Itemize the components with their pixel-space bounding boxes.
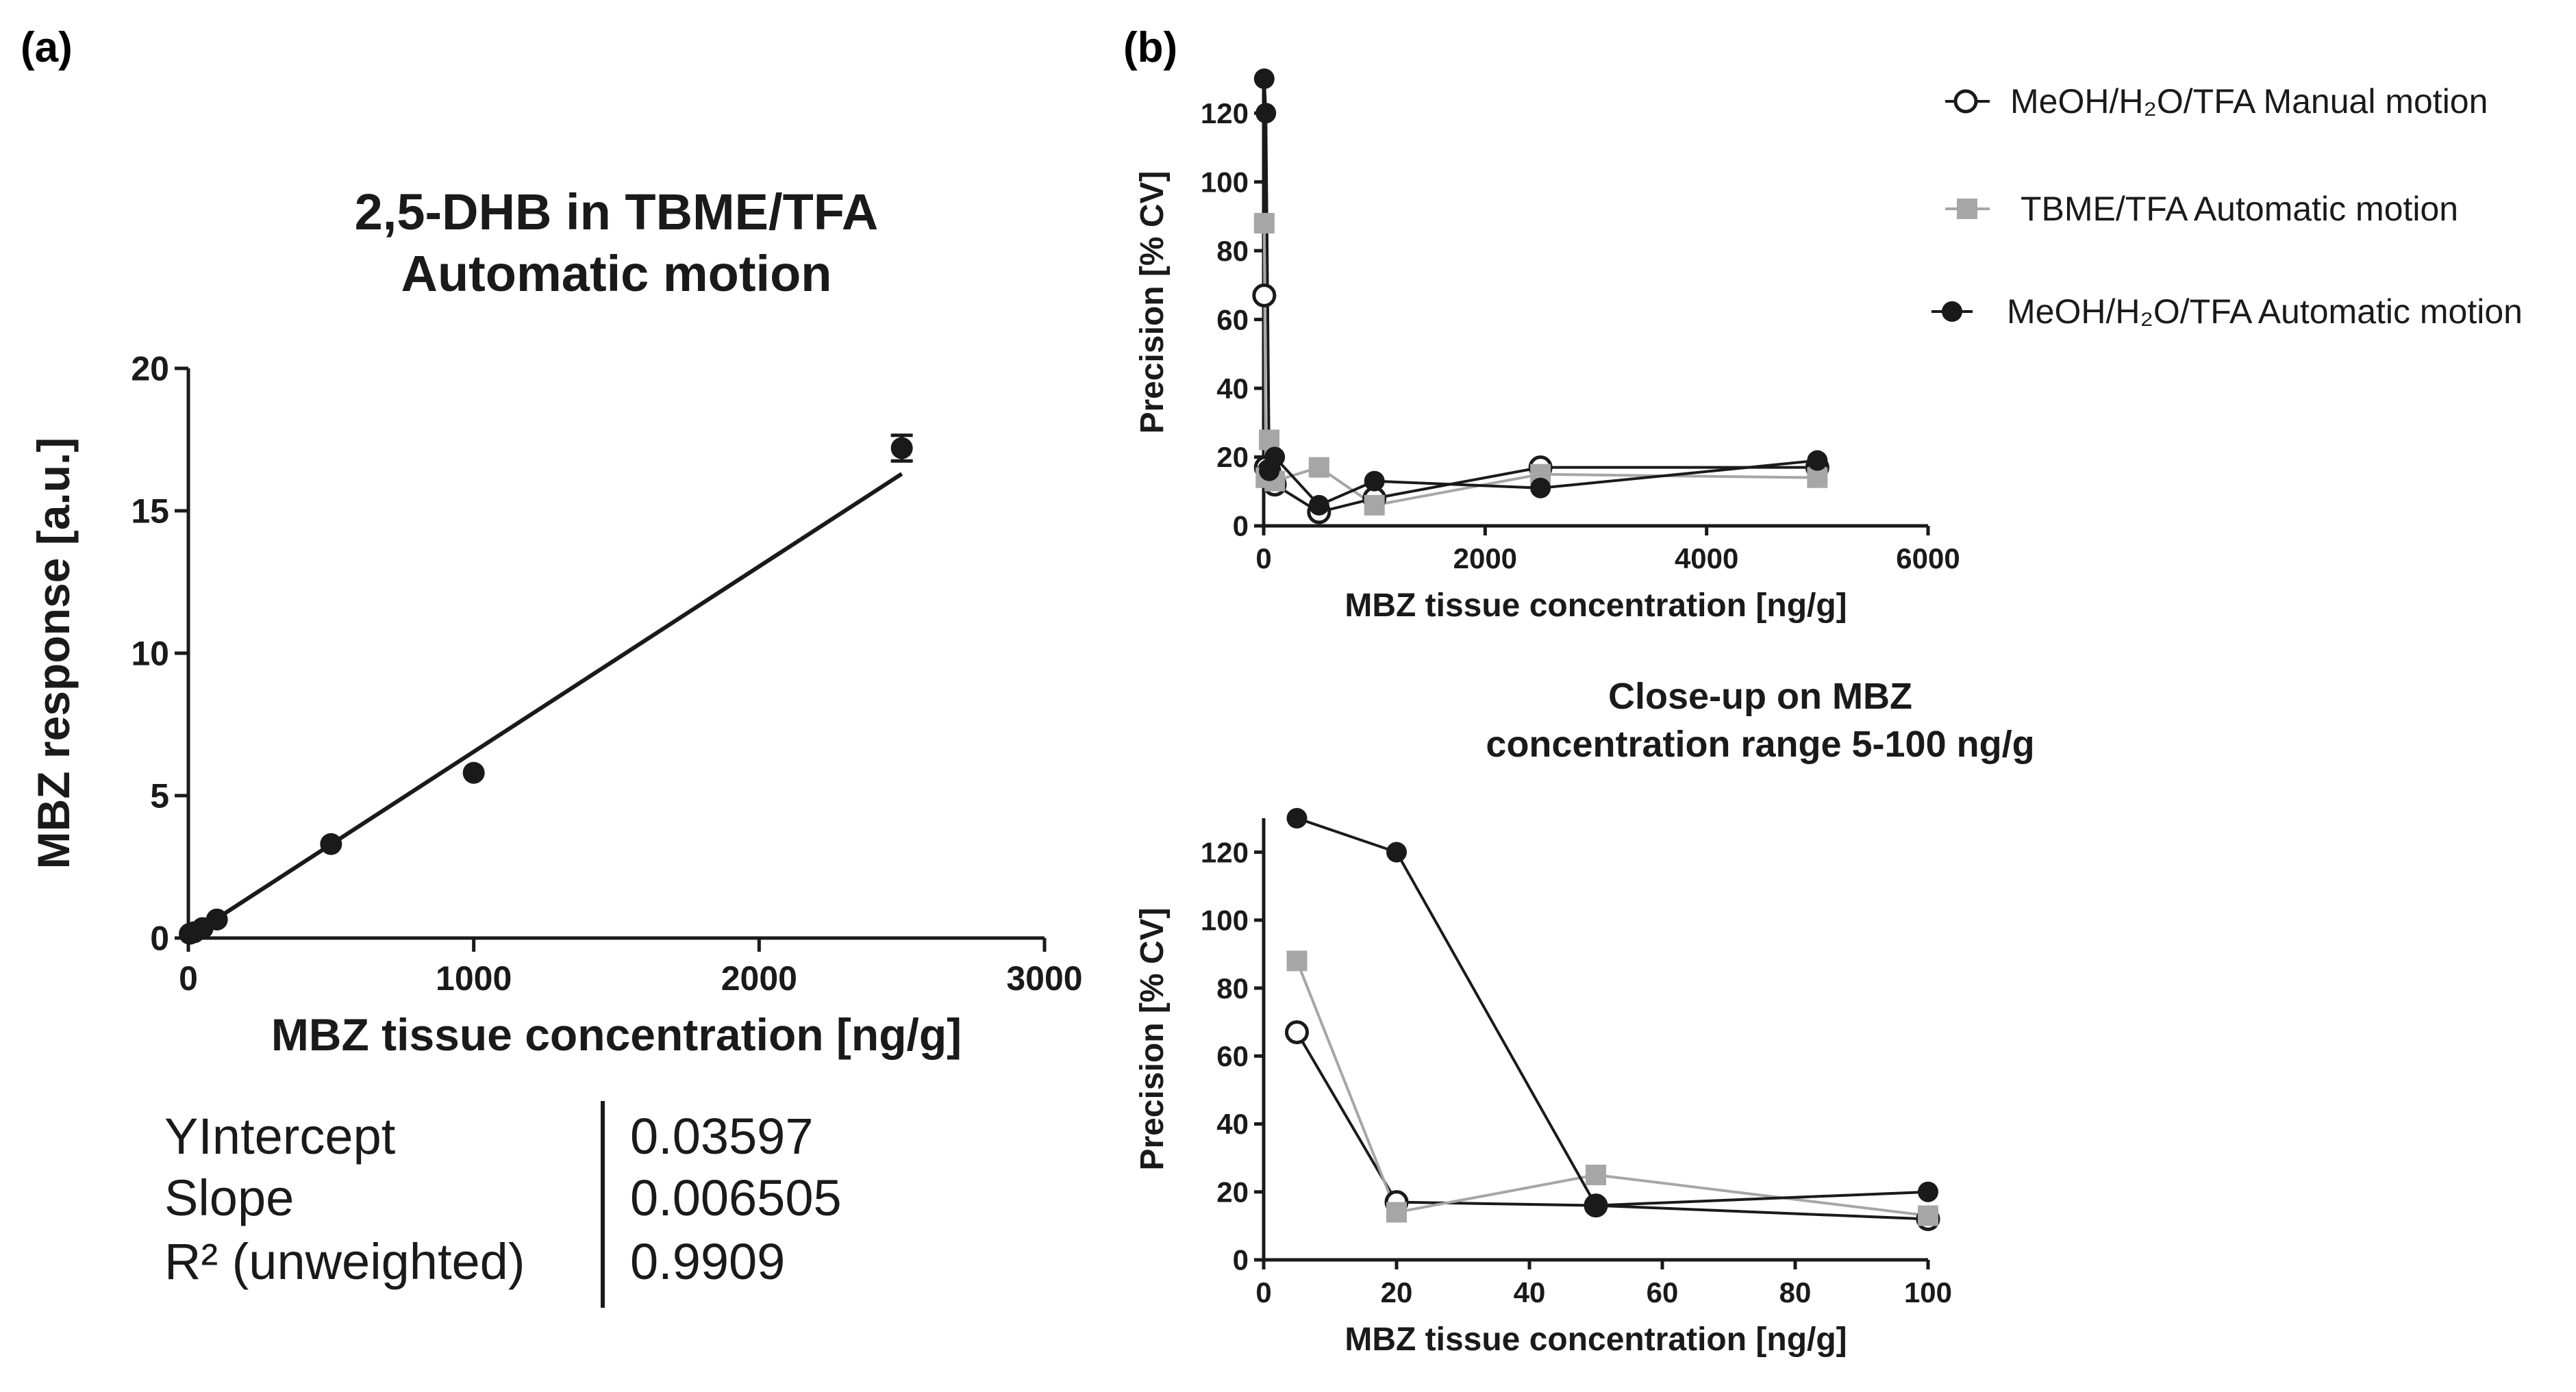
y-tick-label: 100: [1201, 904, 1249, 937]
data-point: [1386, 1202, 1407, 1223]
data-point: [462, 761, 485, 784]
x-axis-label: MBZ tissue concentration [ng/g]: [1345, 587, 1847, 624]
data-point: [1264, 446, 1286, 468]
data-point: [1286, 950, 1308, 972]
x-tick-label: 20: [1381, 1276, 1413, 1308]
series-line: [1295, 960, 1929, 1217]
x-tick-label: 0: [179, 959, 198, 998]
y-tick-label: 80: [1216, 972, 1249, 1004]
x-tick-label: 2000: [721, 959, 797, 998]
y-tick-label: 5: [150, 777, 169, 815]
panel-label-a: (a): [21, 24, 73, 71]
x-tick-label: 6000: [1896, 542, 1960, 574]
y-tick-label: 20: [1216, 1176, 1249, 1208]
x-tick-label: 4000: [1675, 542, 1738, 574]
data-point: [1586, 1195, 1606, 1216]
y-tick-label: 10: [131, 635, 169, 673]
stats-value: 0.006505: [630, 1169, 842, 1226]
chart-title-line-1: 2,5-DHB in TBME/TFA: [355, 184, 879, 240]
y-axis-label: Precision [% CV]: [1134, 907, 1171, 1170]
x-tick-label: 80: [1779, 1276, 1812, 1308]
data-point: [1586, 1164, 1606, 1185]
chart-title-line-1: Close-up on MBZ: [1608, 676, 1912, 717]
legend-label: TBME/TFA Automatic motion: [2021, 190, 2458, 228]
legend-marker: [1957, 199, 1977, 219]
x-tick-label: 60: [1647, 1276, 1679, 1308]
data-point: [1807, 450, 1828, 471]
legend-label: MeOH/H₂O/TFA Automatic motion: [2007, 292, 2523, 331]
data-point: [1253, 212, 1275, 233]
y-tick-label: 0: [150, 920, 169, 958]
y-tick-label: 60: [1216, 303, 1249, 336]
data-point: [1386, 841, 1407, 863]
stats-value: 0.03597: [630, 1108, 814, 1165]
data-point: [1364, 470, 1385, 492]
x-tick-label: 100: [1904, 1276, 1952, 1308]
data-point: [1918, 1205, 1938, 1226]
stats-value: 0.9909: [630, 1233, 785, 1290]
data-point: [205, 908, 228, 931]
y-tick-label: 0: [1233, 510, 1249, 542]
stats-table: YIntercept 0.03597 Slope 0.006505 R² (unweig…: [164, 1101, 842, 1308]
data-point: [1308, 494, 1329, 516]
data-point: [1807, 467, 1828, 488]
data-point: [1259, 429, 1280, 451]
fit-line: [187, 472, 903, 939]
y-tick-label: 40: [1216, 1108, 1249, 1140]
x-tick-label: 40: [1514, 1276, 1546, 1308]
stats-label: R² (unweighted): [164, 1233, 525, 1290]
y-tick-label: 60: [1216, 1040, 1249, 1072]
data-point: [890, 437, 913, 459]
y-axis-label: Precision [% CV]: [1134, 170, 1171, 433]
data-point: [1530, 477, 1551, 498]
y-axis-label: MBZ response [a.u.]: [28, 438, 79, 870]
stats-label: YIntercept: [164, 1108, 396, 1165]
data-point: [1308, 457, 1329, 478]
y-tick-label: 120: [1201, 97, 1249, 129]
data-point: [1253, 68, 1275, 89]
panel-label-b: (b): [1123, 24, 1177, 71]
data-point: [1252, 283, 1277, 307]
series-line: [1262, 78, 1818, 507]
legend-marker: [1942, 301, 1962, 322]
data-point: [1255, 103, 1277, 124]
data-point: [1285, 1020, 1309, 1045]
legend: MeOH/H₂O/TFA Manual motion TBME/TFA Autom…: [1931, 82, 2523, 331]
chart-title-line-2: Automatic motion: [401, 245, 832, 302]
data-point: [1286, 808, 1308, 828]
data-point: [1364, 494, 1385, 516]
y-tick-label: 100: [1201, 166, 1249, 198]
y-tick-label: 15: [131, 492, 169, 531]
series-line: [1296, 817, 1929, 1207]
y-tick-label: 20: [131, 350, 169, 388]
x-tick-label: 1000: [436, 959, 512, 998]
series-line: [1295, 1031, 1929, 1221]
x-axis-label: MBZ tissue concentration [ng/g]: [1345, 1321, 1847, 1358]
x-tick-label: 2000: [1453, 542, 1517, 574]
y-tick-label: 80: [1216, 235, 1249, 267]
x-tick-label: 0: [1255, 542, 1271, 574]
y-tick-label: 20: [1216, 441, 1249, 473]
data-point: [320, 833, 342, 855]
y-tick-label: 120: [1201, 836, 1249, 868]
chart-b-bottom: Close-up on MBZ concentration range 5-100…: [1134, 676, 2035, 1358]
x-tick-label: 3000: [1006, 959, 1082, 998]
chart-b-top: 0 2000 4000 6000 0 20 40 60 80 100 120 MBZ tissue c…: [1134, 68, 1960, 624]
x-axis-label: MBZ tissue concentration [ng/g]: [271, 1009, 962, 1060]
chart-title-line-2: concentration range 5-100 ng/g: [1486, 724, 2034, 765]
stats-label: Slope: [164, 1169, 294, 1226]
legend-marker: [1953, 89, 1978, 114]
legend-label: MeOH/H₂O/TFA Manual motion: [2010, 82, 2488, 121]
y-tick-label: 40: [1216, 372, 1249, 405]
x-tick-label: 0: [1255, 1276, 1271, 1308]
data-point: [1918, 1181, 1938, 1202]
y-tick-label: 0: [1233, 1244, 1249, 1276]
